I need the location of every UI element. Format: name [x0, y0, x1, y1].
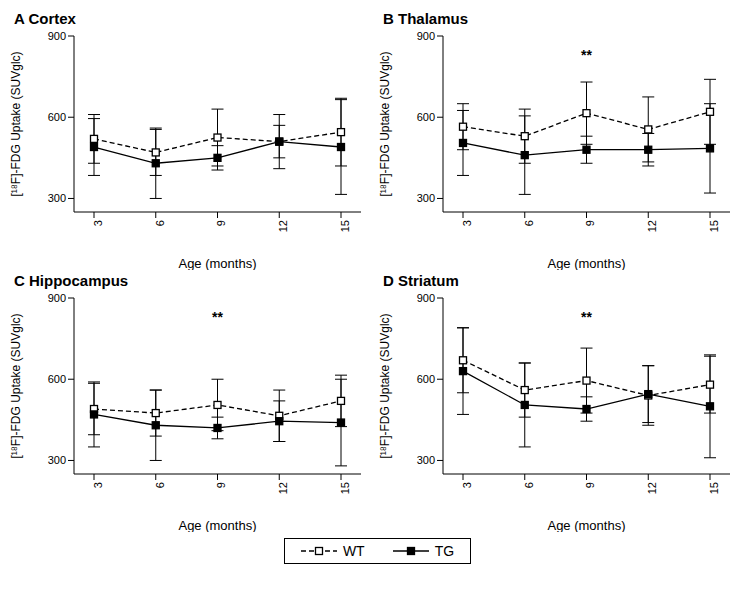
svg-text:[¹⁸F]-FDG Uptake (SUVglc): [¹⁸F]-FDG Uptake (SUVglc)	[378, 51, 392, 196]
svg-text:Age (months): Age (months)	[547, 256, 625, 270]
html-text:C Hippocampus: C Hippocampus	[14, 272, 129, 289]
svg-text:**: **	[212, 309, 223, 325]
html-text:TG: TG	[434, 543, 455, 559]
svg-text:6: 6	[523, 220, 535, 226]
svg-text:**: **	[581, 309, 592, 325]
svg-text:[¹⁸F]-FDG Uptake (SUVglc): [¹⁸F]-FDG Uptake (SUVglc)	[9, 51, 23, 196]
svg-text:Age (months): Age (months)	[178, 256, 256, 270]
svg-text:900: 900	[417, 30, 435, 42]
svg-text:15: 15	[708, 482, 720, 494]
svg-text:9: 9	[215, 220, 227, 226]
svg-text:[¹⁸F]-FDG Uptake (SUVglc): [¹⁸F]-FDG Uptake (SUVglc)	[378, 313, 392, 458]
svg-text:15: 15	[708, 220, 720, 232]
svg-text:600: 600	[417, 373, 435, 385]
svg-text:3: 3	[92, 482, 104, 488]
svg-text:12: 12	[646, 220, 658, 232]
svg-text:900: 900	[417, 292, 435, 304]
svg-text:6: 6	[523, 482, 535, 488]
html-text:B Thalamus: B Thalamus	[383, 10, 468, 27]
svg-text:9: 9	[584, 482, 596, 488]
svg-text:12: 12	[277, 482, 289, 494]
svg-text:900: 900	[48, 292, 66, 304]
svg-text:3: 3	[92, 220, 104, 226]
svg-text:300: 300	[48, 192, 66, 204]
html-text:D Striatum: D Striatum	[383, 272, 459, 289]
svg-text:600: 600	[48, 373, 66, 385]
svg-text:Age (months): Age (months)	[178, 518, 256, 532]
svg-text:6: 6	[154, 220, 166, 226]
svg-text:3: 3	[461, 220, 473, 226]
svg-text:3: 3	[461, 482, 473, 488]
svg-text:12: 12	[646, 482, 658, 494]
svg-text:15: 15	[339, 220, 351, 232]
svg-text:600: 600	[48, 111, 66, 123]
svg-text:300: 300	[417, 454, 435, 466]
svg-text:**: **	[581, 47, 592, 63]
svg-text:300: 300	[417, 192, 435, 204]
svg-text:900: 900	[48, 30, 66, 42]
svg-text:9: 9	[584, 220, 596, 226]
svg-text:6: 6	[154, 482, 166, 488]
svg-text:12: 12	[277, 220, 289, 232]
svg-text:9: 9	[215, 482, 227, 488]
svg-text:15: 15	[339, 482, 351, 494]
svg-text:Age (months): Age (months)	[547, 518, 625, 532]
html-text:WT: WT	[342, 543, 365, 559]
svg-text:[¹⁸F]-FDG Uptake (SUVglc): [¹⁸F]-FDG Uptake (SUVglc)	[9, 313, 23, 458]
svg-text:300: 300	[48, 454, 66, 466]
html-text:A Cortex: A Cortex	[14, 10, 76, 27]
svg-text:600: 600	[417, 111, 435, 123]
